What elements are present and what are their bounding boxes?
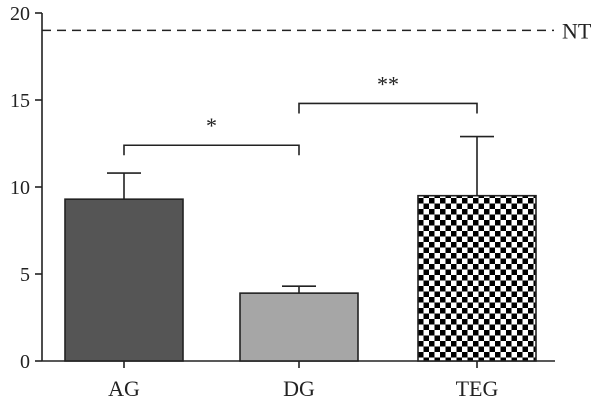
y-tick-label: 5 bbox=[20, 264, 30, 286]
significance-label: ** bbox=[377, 71, 399, 96]
bar-ag bbox=[64, 198, 184, 362]
y-tick-label: 10 bbox=[10, 177, 30, 199]
y-tick-label: 15 bbox=[10, 90, 30, 112]
y-tick-label: 0 bbox=[20, 351, 30, 373]
x-tick-label: DG bbox=[283, 376, 315, 401]
reference-line-label: NT bbox=[562, 18, 592, 43]
x-tick-label: AG bbox=[108, 376, 140, 401]
significance-label: * bbox=[206, 113, 217, 138]
bar-dg bbox=[239, 292, 359, 362]
y-tick-label: 20 bbox=[10, 3, 30, 25]
significance-bracket bbox=[123, 144, 300, 156]
x-tick-label: TEG bbox=[456, 376, 499, 401]
bar-teg bbox=[417, 194, 537, 362]
significance-bracket bbox=[298, 102, 478, 114]
